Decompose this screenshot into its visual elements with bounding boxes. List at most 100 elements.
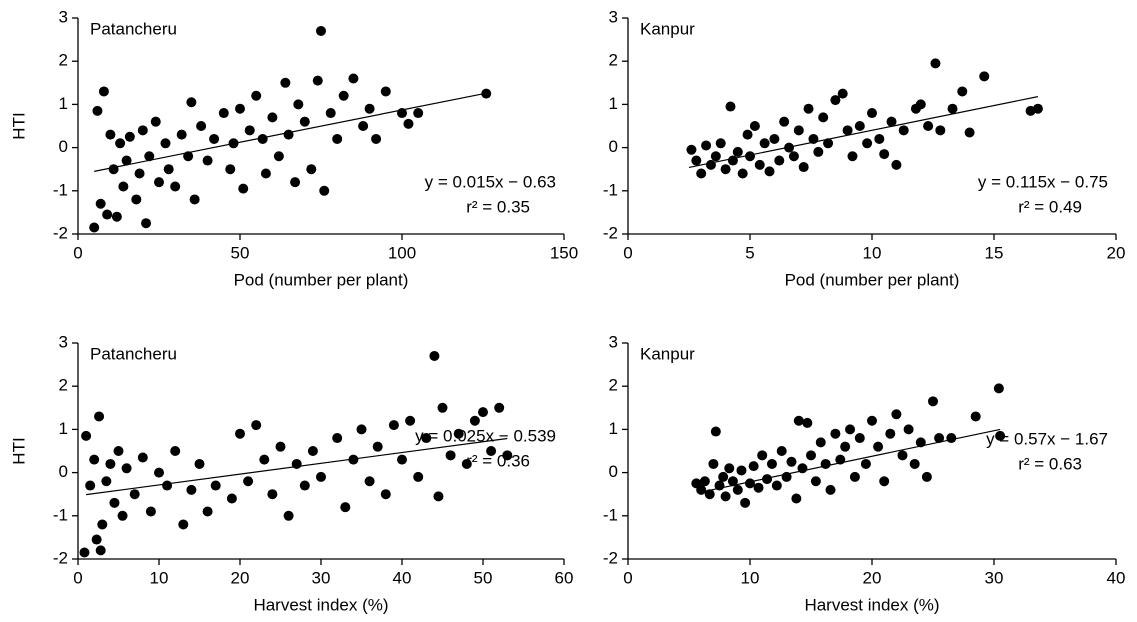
point bbox=[129, 489, 140, 500]
point bbox=[109, 497, 120, 508]
point bbox=[885, 428, 896, 439]
point bbox=[830, 95, 841, 106]
x-tick-label: 15 bbox=[985, 243, 1004, 262]
point bbox=[307, 446, 318, 456]
point bbox=[803, 103, 814, 114]
point bbox=[194, 458, 205, 469]
point bbox=[732, 146, 743, 157]
point bbox=[837, 88, 848, 99]
point bbox=[267, 489, 278, 500]
point bbox=[160, 138, 171, 149]
point bbox=[486, 446, 497, 456]
point bbox=[862, 138, 873, 149]
y-tick-label: 3 bbox=[609, 332, 618, 351]
point bbox=[494, 402, 505, 413]
point bbox=[141, 218, 152, 229]
point bbox=[754, 159, 765, 170]
point bbox=[815, 437, 826, 448]
point bbox=[186, 484, 197, 495]
point bbox=[935, 125, 946, 136]
point bbox=[762, 474, 773, 485]
point bbox=[312, 75, 323, 86]
point bbox=[840, 441, 851, 452]
point bbox=[257, 133, 268, 144]
point bbox=[898, 125, 909, 136]
point bbox=[753, 482, 764, 493]
point bbox=[849, 471, 860, 482]
point bbox=[947, 103, 958, 114]
point bbox=[105, 129, 116, 140]
point bbox=[742, 129, 753, 140]
point bbox=[405, 415, 416, 426]
point bbox=[95, 198, 106, 209]
point bbox=[189, 194, 200, 205]
point bbox=[259, 454, 270, 465]
point bbox=[137, 125, 148, 136]
point bbox=[727, 155, 738, 166]
point bbox=[854, 121, 865, 131]
fit-line bbox=[701, 428, 1001, 493]
point bbox=[170, 181, 181, 192]
y-tick-label: -2 bbox=[53, 548, 68, 567]
point bbox=[771, 480, 782, 491]
point bbox=[867, 415, 877, 426]
y-tick-label: -1 bbox=[53, 180, 68, 199]
point bbox=[176, 129, 187, 140]
point bbox=[461, 458, 472, 469]
point bbox=[293, 99, 304, 110]
point bbox=[267, 112, 278, 123]
point bbox=[909, 458, 920, 469]
point bbox=[830, 428, 841, 439]
point bbox=[745, 478, 755, 489]
point bbox=[243, 476, 254, 487]
point bbox=[388, 420, 399, 431]
fit-line bbox=[86, 437, 508, 496]
point bbox=[251, 90, 262, 101]
x-axis-label: Pod (number per plant) bbox=[234, 270, 409, 289]
point bbox=[820, 458, 831, 469]
x-axis-label: Harvest index (%) bbox=[804, 595, 939, 614]
y-tick-label: -1 bbox=[603, 505, 618, 524]
point bbox=[842, 125, 853, 136]
point bbox=[691, 155, 702, 166]
point bbox=[879, 476, 890, 487]
y-tick-label: 1 bbox=[609, 94, 618, 113]
point bbox=[145, 506, 156, 517]
point bbox=[879, 149, 890, 160]
x-tick-label: 0 bbox=[623, 243, 632, 262]
point bbox=[134, 168, 145, 179]
point bbox=[725, 101, 736, 112]
x-tick-label: 100 bbox=[388, 243, 416, 262]
point bbox=[478, 407, 488, 418]
point bbox=[993, 383, 1004, 394]
point bbox=[860, 458, 871, 469]
r-squared: r² = 0.49 bbox=[1018, 197, 1082, 216]
point bbox=[802, 417, 813, 428]
y-tick-label: -1 bbox=[603, 180, 618, 199]
y-tick-label: -2 bbox=[603, 223, 618, 242]
point bbox=[776, 446, 787, 456]
point bbox=[732, 484, 743, 495]
x-tick-label: 20 bbox=[863, 568, 882, 587]
point bbox=[209, 133, 220, 144]
point bbox=[163, 164, 174, 175]
point bbox=[727, 476, 738, 487]
point bbox=[930, 58, 941, 69]
point bbox=[708, 458, 719, 469]
point bbox=[299, 116, 310, 127]
point bbox=[150, 116, 161, 127]
point bbox=[235, 428, 245, 439]
point bbox=[79, 547, 90, 558]
point bbox=[903, 424, 914, 435]
point bbox=[923, 121, 934, 131]
point bbox=[413, 108, 424, 119]
point bbox=[710, 426, 721, 437]
x-tick-label: 50 bbox=[231, 243, 250, 262]
x-tick-label: 10 bbox=[150, 568, 169, 587]
point bbox=[348, 73, 359, 84]
point bbox=[915, 437, 926, 448]
point bbox=[873, 441, 884, 452]
point bbox=[178, 519, 189, 530]
point bbox=[316, 25, 326, 36]
